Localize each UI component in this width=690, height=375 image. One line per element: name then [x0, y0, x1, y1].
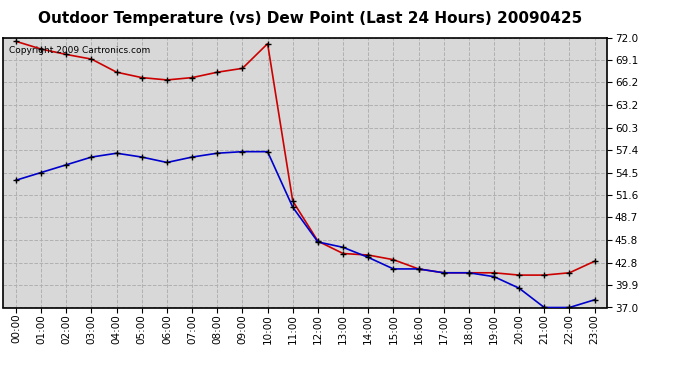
Text: Copyright 2009 Cartronics.com: Copyright 2009 Cartronics.com: [10, 46, 150, 55]
Text: Outdoor Temperature (vs) Dew Point (Last 24 Hours) 20090425: Outdoor Temperature (vs) Dew Point (Last…: [39, 11, 582, 26]
